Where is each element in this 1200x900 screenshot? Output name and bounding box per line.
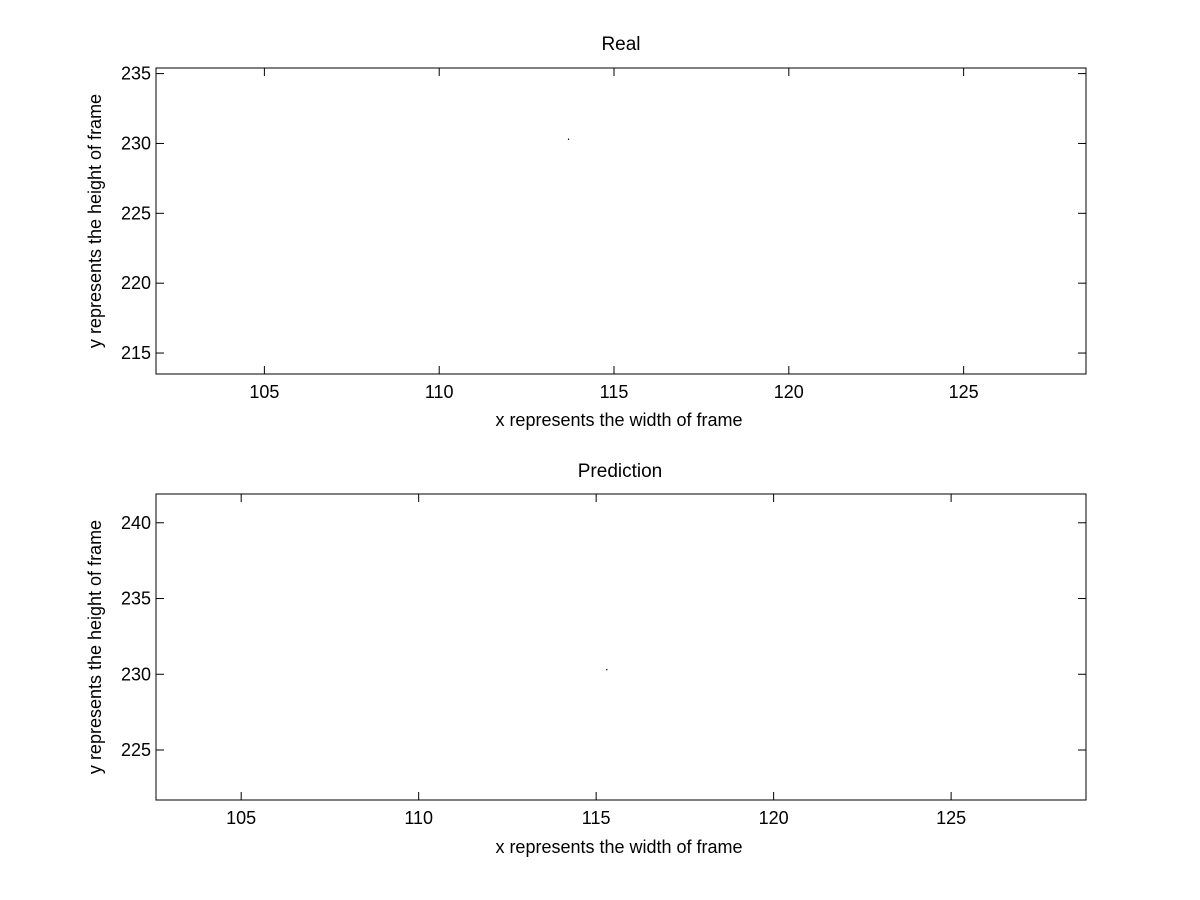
- x-tick-label: 115: [582, 808, 611, 828]
- subplot-real: Real x represents the width of frame y r…: [85, 34, 1087, 430]
- x-axis-label-real: x represents the width of frame: [495, 410, 742, 430]
- chart-title-real: Real: [601, 34, 640, 55]
- y-tick-label: 235: [121, 589, 151, 609]
- y-tick-label: 240: [121, 513, 151, 533]
- plot-area-real: [155, 67, 1087, 375]
- x-tick-label: 125: [936, 808, 966, 828]
- y-axis-label-prediction: y represents the height of frame: [85, 520, 105, 774]
- y-tick-label: 235: [121, 64, 151, 84]
- y-tick-label: 225: [121, 740, 151, 760]
- data-point-prediction: [606, 669, 608, 671]
- y-tick-label: 225: [121, 203, 151, 223]
- data-marks-prediction: [606, 669, 608, 671]
- subplot-prediction: Prediction x represents the width of fra…: [85, 461, 1087, 857]
- data-marks-real: [567, 138, 570, 140]
- plot-area-prediction: [155, 493, 1087, 801]
- x-tick-label: 115: [600, 382, 629, 402]
- y-tick-label: 230: [121, 664, 151, 684]
- y-tick-label: 215: [121, 343, 151, 363]
- x-tick-label: 125: [949, 382, 979, 402]
- y-tick-label: 230: [121, 133, 151, 153]
- ticks-real: 105 110 115 120 125 215 220 225 230 235: [121, 64, 1086, 402]
- chart-title-prediction: Prediction: [578, 461, 663, 482]
- x-tick-label: 105: [249, 382, 279, 402]
- y-tick-label: 220: [121, 273, 151, 293]
- y-axis-label-real: y represents the height of frame: [85, 94, 105, 348]
- x-tick-label: 120: [759, 808, 789, 828]
- x-tick-label: 105: [226, 808, 256, 828]
- x-tick-label: 120: [774, 382, 804, 402]
- x-axis-label-prediction: x represents the width of frame: [495, 837, 742, 857]
- data-point-real: [567, 138, 570, 140]
- x-tick-label: 110: [425, 382, 454, 402]
- x-tick-label: 110: [404, 808, 433, 828]
- ticks-prediction: 105 110 115 120 125 225 230 235 240: [121, 494, 1086, 828]
